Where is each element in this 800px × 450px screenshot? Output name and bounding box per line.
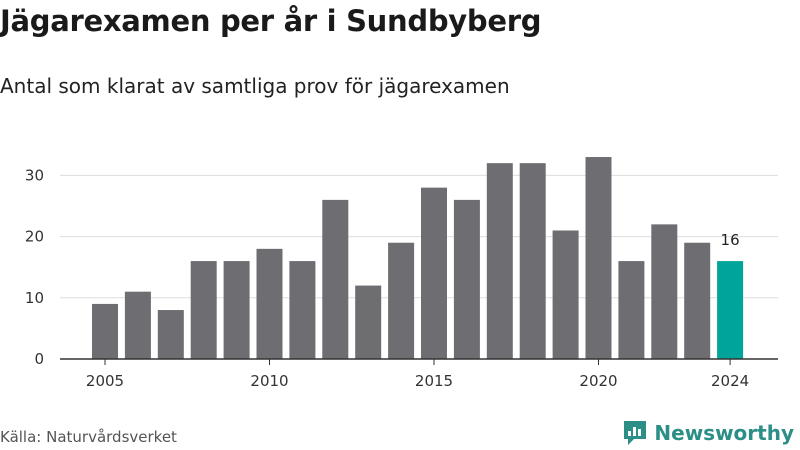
bar-2023 [684, 242, 711, 359]
x-tick-label-2010: 2010 [250, 372, 288, 390]
bar-2015 [421, 187, 447, 359]
bar-2022 [651, 224, 678, 359]
y-tick-label-0: 0 [34, 350, 44, 368]
x-tick-label-2005: 2005 [86, 372, 124, 390]
bar-2010 [256, 248, 283, 359]
brand-logo: Newsworthy [622, 419, 794, 447]
bar-2013 [355, 285, 382, 359]
bar-chart: 0 10 20 30 2005 2010 2015 2020 2024 16 [25, 157, 778, 390]
bar-2009 [223, 261, 250, 359]
bar-2017 [486, 163, 513, 359]
bar-2018 [519, 163, 546, 359]
bar-2011 [289, 261, 316, 359]
source-note: Källa: Naturvårdsverket [0, 428, 177, 446]
y-tick-label-10: 10 [25, 289, 44, 307]
bar-2012 [322, 199, 349, 359]
y-tick-label-30: 30 [25, 166, 44, 184]
x-tick-label-2015: 2015 [415, 372, 453, 390]
y-tick-label-20: 20 [25, 228, 44, 246]
bar-2005 [92, 303, 118, 359]
bar-2019 [552, 230, 579, 359]
bar-2008 [190, 261, 217, 359]
bar-2021 [618, 261, 645, 359]
bar-2006 [124, 291, 151, 359]
x-tick-label-2020: 2020 [579, 372, 617, 390]
bar-2024 [717, 261, 744, 359]
bar-2014 [388, 242, 415, 359]
x-tick-label-2024: 2024 [711, 372, 749, 390]
newsworthy-icon [624, 421, 647, 445]
bar-2016 [453, 199, 480, 359]
data-label-2024: 16 [721, 231, 740, 249]
chart-title: Jägarexamen per år i Sundbyberg [0, 4, 542, 38]
chart-subtitle: Antal som klarat av samtliga prov för jä… [0, 74, 510, 98]
brand-name: Newsworthy [654, 421, 794, 445]
bar-2007 [157, 310, 184, 359]
bar-2020 [585, 157, 612, 359]
